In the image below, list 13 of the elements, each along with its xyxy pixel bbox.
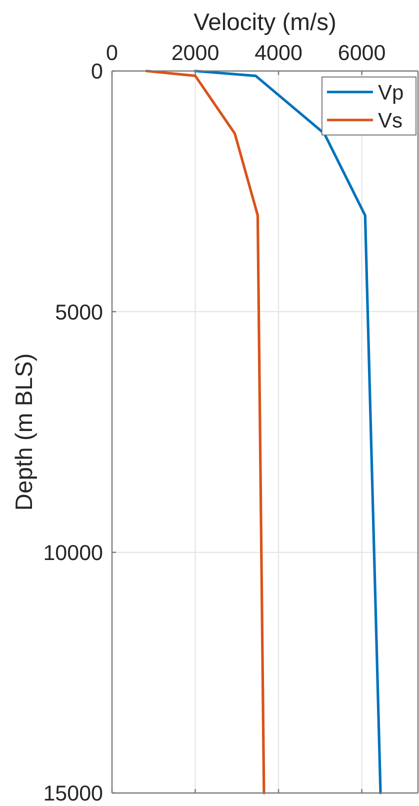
x-tick-label: 6000 bbox=[338, 41, 386, 65]
y-tick-label: 0 bbox=[91, 60, 104, 84]
line-series bbox=[145, 70, 266, 794]
legend-label: Vp bbox=[378, 82, 404, 105]
y-tick-label: 5000 bbox=[55, 300, 104, 324]
legend-label: Vs bbox=[378, 110, 402, 133]
y-tick-label: 10000 bbox=[43, 541, 104, 566]
y-axis-title: Depth (m BLS) bbox=[11, 353, 38, 511]
x-tick-label: 0 bbox=[106, 41, 118, 65]
y-tick-label: 15000 bbox=[43, 782, 104, 806]
x-tick-label: 2000 bbox=[171, 41, 220, 65]
x-axis-title: Velocity (m/s) bbox=[194, 9, 336, 36]
x-tick-label: 4000 bbox=[254, 41, 302, 65]
